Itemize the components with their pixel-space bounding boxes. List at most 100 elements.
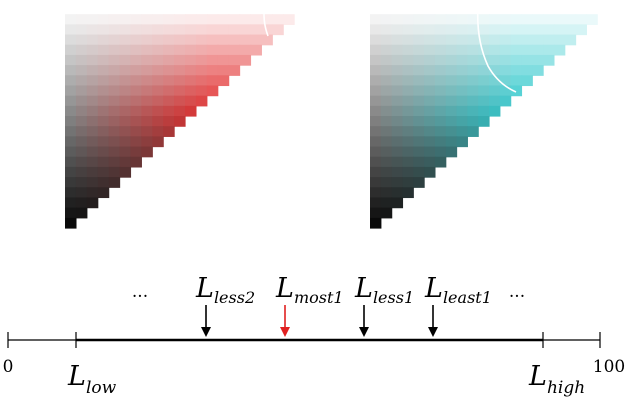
gradient-cell [195, 54, 208, 66]
gradient-cell [424, 156, 436, 168]
gradient-cell [456, 34, 468, 46]
gradient-cell [391, 14, 404, 25]
gradient-cell [174, 75, 186, 87]
gradient-cell [108, 34, 121, 46]
gradient-cell [206, 75, 219, 87]
gradient-cell [185, 4, 197, 15]
gradient-cell [86, 187, 99, 199]
gradient-cell [424, 136, 436, 148]
gradient-cell [141, 126, 153, 137]
gradient-cell [553, 14, 566, 25]
gradient-cell [478, 85, 490, 97]
gradient-cell [75, 116, 88, 127]
gradient-cell [402, 177, 414, 188]
gradient-cell [532, 34, 544, 46]
gradient-cell [75, 14, 88, 25]
gradient-cell [478, 34, 490, 46]
gradient-cell [370, 126, 382, 137]
gradient-cell [152, 44, 164, 56]
gradient-cell [195, 4, 208, 15]
gradient-cell [97, 95, 110, 107]
gradient-cell [185, 14, 197, 25]
gradient-cell [86, 75, 99, 87]
gradient-cell [478, 54, 490, 66]
gradient-cell [174, 24, 186, 36]
gradient-cell [119, 14, 132, 25]
gradient-cell [402, 14, 414, 25]
gradient-cell [456, 4, 468, 15]
gradient-cell [478, 44, 490, 56]
gradient-cell [445, 95, 458, 107]
gradient-cell [217, 75, 230, 87]
gradient-cell [489, 14, 501, 25]
gradient-cell [141, 85, 153, 97]
gradient-cell [402, 187, 414, 199]
gradient-cell [141, 95, 153, 107]
gradient-cell [380, 65, 393, 76]
gradient-cell [185, 54, 197, 66]
gradient-cell [185, 65, 197, 76]
gradient-cell [402, 156, 414, 168]
gradient-cell [261, 34, 273, 46]
gradient-cell [195, 24, 208, 36]
gradient-cell [272, 14, 284, 25]
gradient-cell [65, 116, 77, 127]
gradient-cell [478, 65, 490, 76]
gradient-cell [97, 116, 110, 127]
gradient-cell [108, 4, 121, 15]
gradient-cell [413, 85, 425, 97]
gradient-cell [174, 105, 186, 117]
gradient-cell [456, 75, 468, 87]
gradient-cell [456, 95, 468, 107]
gradient-cell [163, 126, 175, 137]
gradient-cell [163, 105, 175, 117]
gradient-cell [65, 24, 77, 36]
gradient-cell [130, 136, 142, 148]
gradient-cell [478, 95, 490, 107]
gradient-cell [467, 4, 479, 15]
gradient-cell [261, 4, 273, 15]
gradient-cell [521, 24, 533, 36]
gradient-cell [75, 126, 88, 137]
gradient-cell [445, 4, 458, 15]
gradient-cell [75, 166, 88, 178]
gradient-cell [217, 44, 230, 56]
gradient-cell [294, 4, 306, 15]
gradient-cell [163, 24, 175, 36]
gradient-cell [434, 44, 447, 56]
gradient-cell [370, 197, 382, 209]
gradient-cell [402, 116, 414, 127]
gradient-cell [119, 156, 132, 168]
gradient-cell [108, 156, 121, 168]
gradient-cell [434, 14, 447, 25]
gradient-cell [575, 14, 587, 25]
gradient-cell [65, 166, 77, 178]
gradient-cell [75, 105, 88, 117]
gradient-cell [130, 34, 142, 46]
gradient-cell [108, 146, 121, 158]
gradient-cell [65, 85, 77, 97]
gradient-cell [152, 14, 164, 25]
gradient-cell [532, 4, 544, 15]
gradient-cell [402, 44, 414, 56]
gradient-cell [65, 95, 77, 107]
gradient-cell [239, 44, 252, 56]
gradient-cell [424, 65, 436, 76]
gradient-cell [456, 85, 468, 97]
gradient-cell [413, 177, 425, 188]
gradient-cell [370, 54, 382, 66]
gradient-cell [261, 24, 273, 36]
gradient-cell [185, 85, 197, 97]
gradient-cell [130, 65, 142, 76]
gradient-cell [174, 4, 186, 15]
gradient-cell [206, 54, 219, 66]
gradient-cell [86, 136, 99, 148]
gradient-cell [75, 34, 88, 46]
marker-less1-arrowhead [359, 327, 369, 337]
gradient-cell [75, 85, 88, 97]
gradient-cell [478, 4, 490, 15]
gradient-cell [370, 4, 382, 15]
gradient-cell [413, 54, 425, 66]
gradient-cell [467, 14, 479, 25]
